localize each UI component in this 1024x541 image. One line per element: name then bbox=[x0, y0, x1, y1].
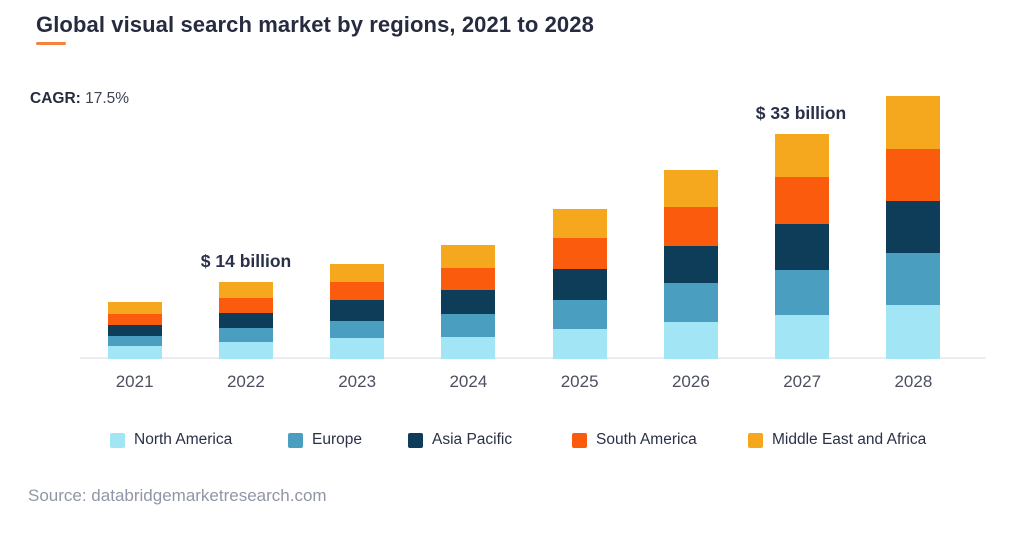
bar-column-2021 bbox=[79, 0, 190, 359]
bar-column-2028 bbox=[858, 0, 969, 359]
x-axis-label-2028: 2028 bbox=[894, 372, 933, 391]
bar-segment-europe-2024 bbox=[441, 314, 496, 337]
bar-segment-europe-2021 bbox=[107, 336, 162, 346]
bar-segment-europe-2027 bbox=[775, 270, 830, 315]
bar-segment-middle-east-and-africa-2023 bbox=[330, 264, 385, 282]
legend-item-south-america: South America bbox=[572, 431, 697, 449]
bar-segment-north-america-2021 bbox=[107, 346, 162, 359]
bar-stack-2021 bbox=[107, 302, 162, 359]
x-axis-label-2025: 2025 bbox=[560, 372, 599, 391]
bar-segment-south-america-2022 bbox=[218, 298, 273, 313]
bar-stack-2023 bbox=[330, 264, 385, 359]
legend-item-north-america: North America bbox=[110, 431, 232, 449]
x-axis-baseline bbox=[80, 357, 986, 359]
bar-segment-south-america-2027 bbox=[775, 177, 830, 224]
bar-segment-asia-pacific-2022 bbox=[218, 313, 273, 328]
bar-segment-middle-east-and-africa-2024 bbox=[441, 245, 496, 268]
legend-swatch-asia-pacific bbox=[408, 432, 423, 448]
bar-segment-middle-east-and-africa-2027 bbox=[775, 134, 830, 177]
legend-item-middle-east-and-africa: Middle East and Africa bbox=[748, 431, 926, 449]
bar-segment-south-america-2025 bbox=[552, 238, 607, 269]
bar-segment-south-america-2026 bbox=[663, 207, 718, 246]
x-axis-label-2022: 2022 bbox=[226, 372, 265, 391]
x-axis-label-2023: 2023 bbox=[338, 372, 377, 391]
bar-segment-north-america-2025 bbox=[552, 329, 607, 359]
legend-label-middle-east-and-africa: Middle East and Africa bbox=[772, 431, 927, 448]
source-credit: Source: databridgemarketresearch.com bbox=[28, 486, 327, 505]
bar-segment-north-america-2028 bbox=[886, 305, 941, 359]
x-axis-label-2024: 2024 bbox=[449, 372, 488, 391]
bar-segment-middle-east-and-africa-2026 bbox=[663, 170, 718, 207]
bars-row bbox=[79, 0, 969, 359]
bar-stack-2022 bbox=[218, 282, 273, 359]
bar-segment-north-america-2024 bbox=[441, 337, 496, 359]
annotation-2027-total: $ 33 billion bbox=[755, 103, 847, 123]
legend-label-north-america: North America bbox=[134, 431, 233, 448]
x-axis-label-2027: 2027 bbox=[783, 372, 822, 391]
cagr-label: CAGR: bbox=[30, 90, 81, 107]
chart-title: Global visual search market by regions, … bbox=[36, 12, 594, 37]
cagr-line: CAGR: 17.5% bbox=[30, 90, 129, 108]
legend-item-asia-pacific: Asia Pacific bbox=[408, 431, 512, 449]
bar-segment-europe-2026 bbox=[663, 283, 718, 322]
bar-segment-middle-east-and-africa-2028 bbox=[886, 96, 941, 149]
legend-swatch-north-america bbox=[110, 432, 125, 448]
bar-segment-south-america-2023 bbox=[330, 282, 385, 300]
bar-segment-europe-2028 bbox=[886, 253, 941, 305]
bar-segment-north-america-2023 bbox=[330, 338, 385, 359]
cagr-value: 17.5% bbox=[80, 90, 130, 107]
legend-swatch-middle-east-and-africa bbox=[748, 432, 763, 448]
bar-segment-south-america-2021 bbox=[107, 314, 162, 325]
bar-segment-south-america-2024 bbox=[441, 268, 496, 290]
legend-label-asia-pacific: Asia Pacific bbox=[432, 431, 513, 448]
bar-stack-2026 bbox=[663, 170, 718, 359]
bar-column-2025 bbox=[524, 0, 635, 359]
legend-swatch-south-america bbox=[572, 432, 587, 448]
bar-stack-2025 bbox=[552, 209, 607, 359]
bar-segment-middle-east-and-africa-2022 bbox=[218, 282, 273, 298]
x-axis-label-2026: 2026 bbox=[671, 372, 710, 391]
bar-stack-2024 bbox=[441, 245, 496, 359]
legend-item-europe: Europe bbox=[288, 431, 362, 449]
bar-column-2022 bbox=[190, 0, 301, 359]
bar-segment-middle-east-and-africa-2025 bbox=[552, 209, 607, 238]
bar-stack-2027 bbox=[775, 134, 830, 359]
bar-segment-middle-east-and-africa-2021 bbox=[107, 302, 162, 314]
bar-segment-europe-2025 bbox=[552, 300, 607, 329]
title-accent-underline bbox=[36, 42, 66, 45]
legend-label-europe: Europe bbox=[312, 431, 362, 448]
annotation-2022-total: $ 14 billion bbox=[200, 251, 292, 271]
legend-label-south-america: South America bbox=[596, 431, 697, 448]
bar-segment-asia-pacific-2024 bbox=[441, 290, 496, 314]
legend-swatch-europe bbox=[288, 432, 303, 448]
bar-segment-north-america-2027 bbox=[775, 315, 830, 359]
bar-segment-europe-2023 bbox=[330, 321, 385, 338]
bar-segment-south-america-2028 bbox=[886, 149, 941, 201]
x-axis-label-2021: 2021 bbox=[115, 372, 154, 391]
bar-segment-asia-pacific-2025 bbox=[552, 269, 607, 300]
bar-column-2023 bbox=[302, 0, 413, 359]
bar-segment-north-america-2026 bbox=[663, 322, 718, 359]
bar-segment-asia-pacific-2027 bbox=[775, 224, 830, 270]
bar-column-2026 bbox=[635, 0, 746, 359]
bar-segment-asia-pacific-2026 bbox=[663, 246, 718, 283]
bar-segment-asia-pacific-2023 bbox=[330, 300, 385, 321]
bar-segment-asia-pacific-2028 bbox=[886, 201, 941, 253]
x-axis-labels: 2021 2022 2023 2024 2025 2026 2027 2028 bbox=[79, 372, 969, 392]
bar-segment-europe-2022 bbox=[218, 328, 273, 342]
bar-column-2027 bbox=[747, 0, 858, 359]
bar-segment-asia-pacific-2021 bbox=[107, 325, 162, 336]
legend: North America Europe Asia Pacific South Ame… bbox=[0, 431, 1024, 451]
bar-stack-2028 bbox=[886, 96, 941, 359]
bar-segment-north-america-2022 bbox=[218, 342, 273, 359]
bar-column-2024 bbox=[413, 0, 524, 359]
